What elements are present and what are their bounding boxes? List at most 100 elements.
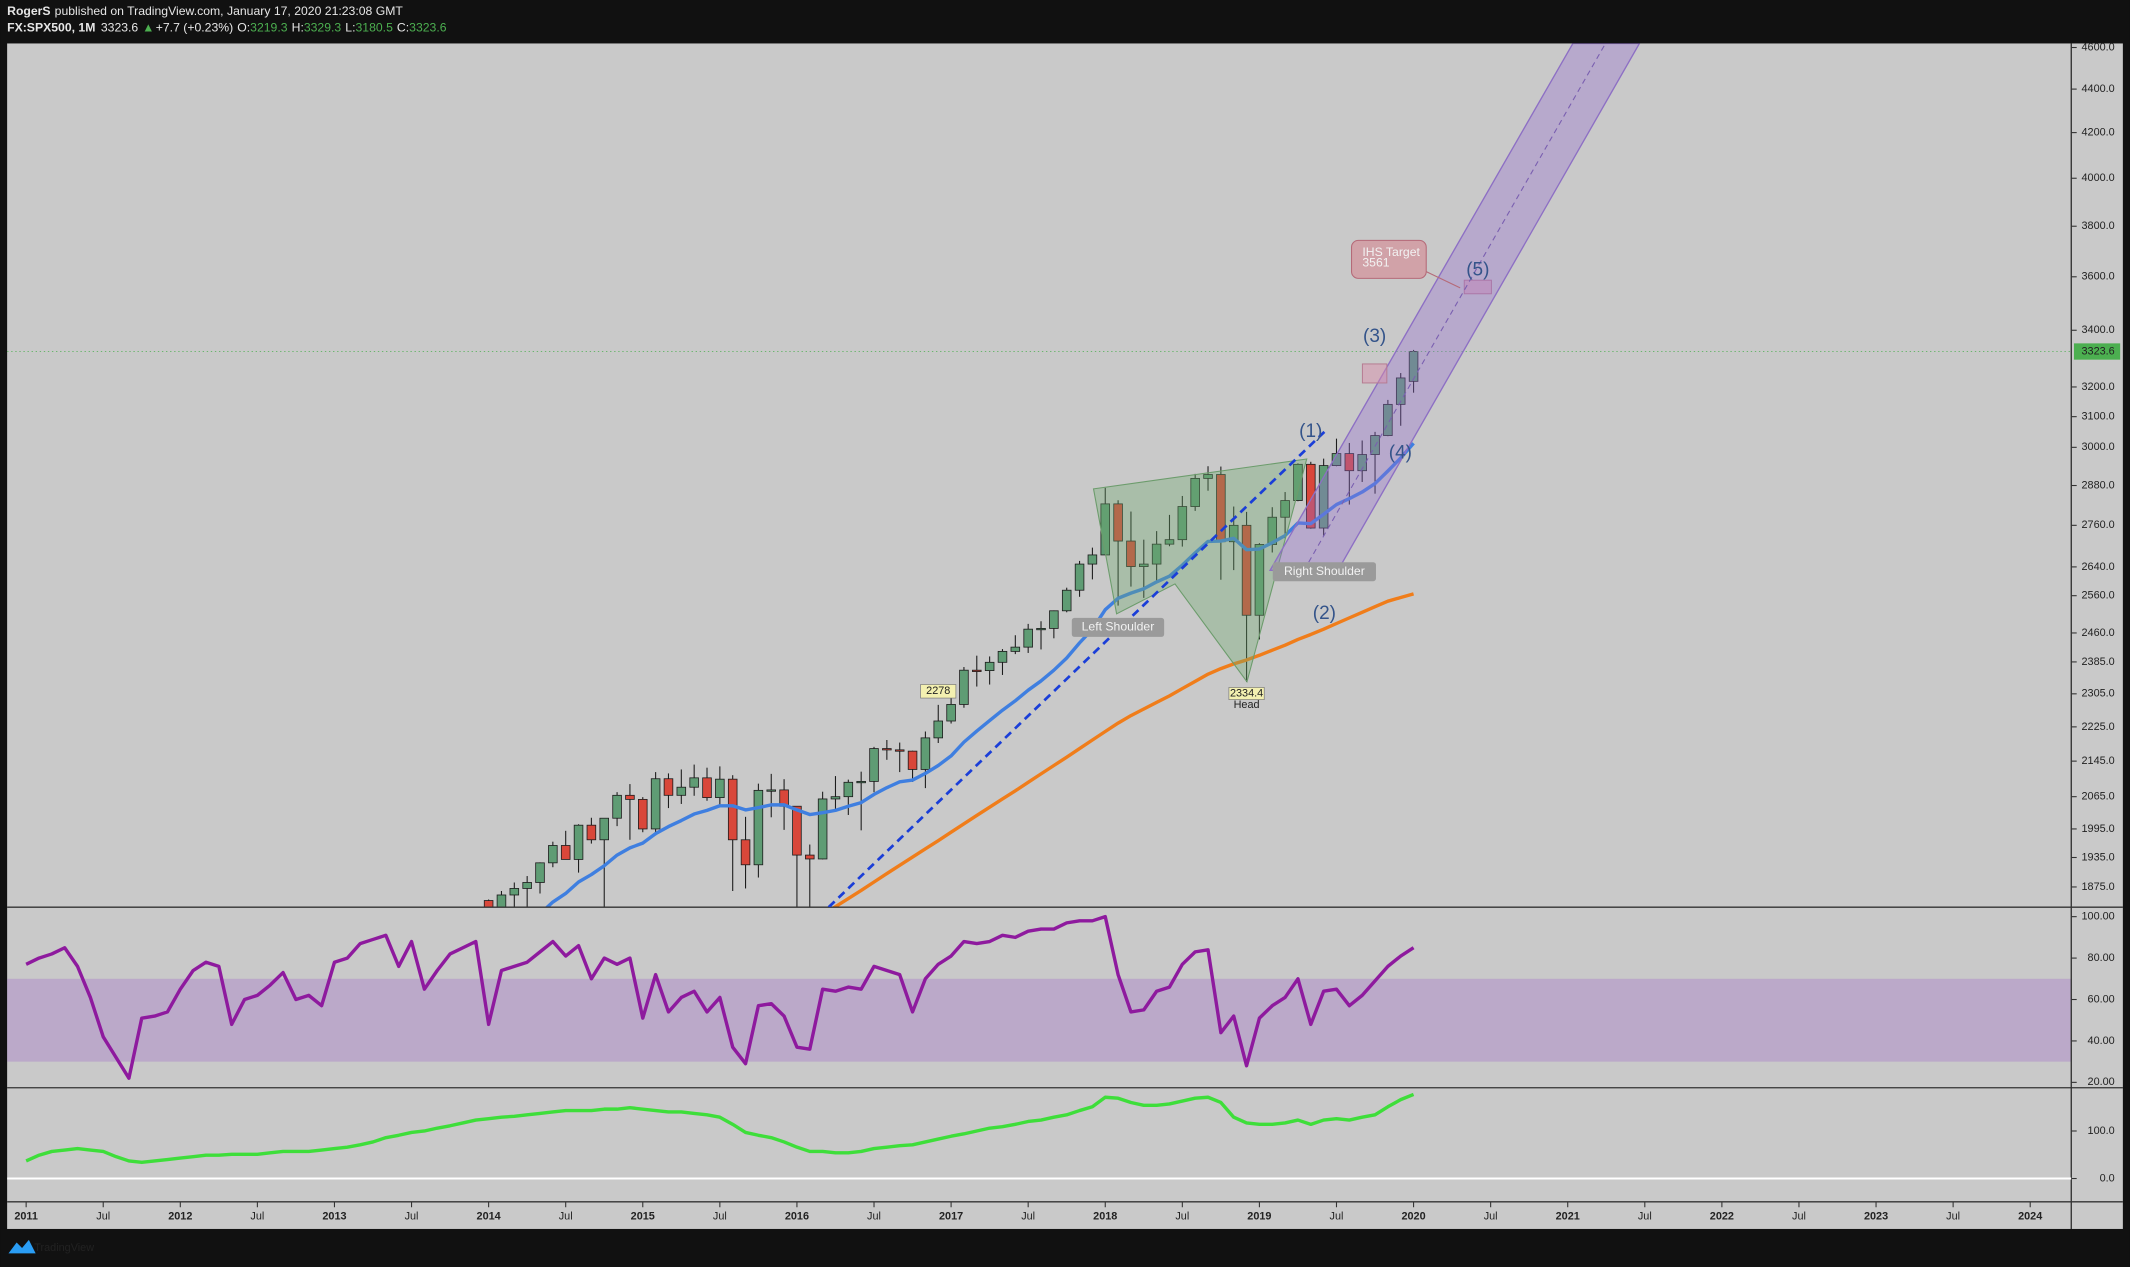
symbol: FX:SPX500, 1M	[7, 21, 95, 35]
candle-body	[1370, 435, 1380, 455]
candle-body	[702, 777, 712, 798]
y-tick-label: 2145.0	[2082, 755, 2115, 767]
candle-body	[483, 900, 494, 908]
l-label: L:	[345, 21, 355, 35]
moving-average	[544, 442, 1415, 908]
rsi-line	[25, 914, 1415, 1080]
candle-body	[650, 778, 661, 830]
x-tick-label: 2023	[1864, 1211, 1888, 1223]
candle-body	[1318, 465, 1329, 529]
drawings	[827, 43, 1641, 908]
candle-body	[1151, 543, 1162, 565]
y-tick-label: 2760.0	[2082, 519, 2115, 531]
footer	[0, 1228, 2130, 1267]
x-tick-label: 2015	[631, 1211, 655, 1223]
y-tick-label: 1935.0	[2082, 851, 2115, 863]
candle-body	[560, 845, 571, 860]
candle-body	[894, 749, 905, 752]
open: 3219.3	[250, 21, 288, 35]
candle-body	[1010, 646, 1021, 652]
target-box	[1350, 239, 1427, 279]
candle-body	[907, 750, 918, 770]
candle-body	[625, 794, 635, 800]
y-tick-label: 100.00	[2082, 911, 2115, 923]
candle-body	[997, 650, 1008, 663]
target-marker	[1463, 279, 1492, 295]
candle-body	[817, 798, 828, 860]
candle-body	[509, 888, 520, 896]
x-tick-label: Jul	[96, 1211, 110, 1223]
candle-body	[792, 805, 802, 856]
rsi-pane	[25, 914, 1415, 1080]
price-label-box	[920, 684, 957, 699]
candle-body	[612, 794, 622, 819]
wave-label: (3)	[1363, 326, 1386, 347]
candle-body	[1190, 477, 1200, 507]
x-tick-label: Jul	[1638, 1211, 1652, 1223]
y-tick-label: 60.00	[2088, 993, 2115, 1005]
candle-body	[1228, 524, 1239, 543]
y-tick-label: 2560.0	[2082, 590, 2115, 602]
header-line-2: FX:SPX500, 1M 3323.6 ▲+7.7 (+0.23%) O:3219.…	[7, 21, 447, 35]
candle-body	[689, 777, 699, 788]
h-label: H:	[292, 21, 304, 35]
x-tick-label: 2016	[785, 1211, 809, 1223]
candle-body	[1061, 589, 1072, 612]
candle-body	[586, 824, 597, 841]
x-tick-label: Jul	[1330, 1211, 1344, 1223]
logo	[8, 1239, 36, 1254]
y-tick-label: 1995.0	[2082, 823, 2115, 835]
x-tick-label: 2011	[14, 1211, 38, 1223]
ihs-triangle	[1092, 458, 1308, 683]
x-tick-label: 2013	[322, 1211, 346, 1223]
trend-line	[827, 430, 1326, 908]
x-tick-label: Jul	[1484, 1211, 1498, 1223]
x-tick-label: 2019	[1247, 1211, 1271, 1223]
channel-mid	[1303, 43, 1606, 571]
y-tick-label: 4000.0	[2082, 172, 2115, 184]
right-shoulder: Right Shoulder	[1284, 564, 1365, 578]
y-tick-label: 100.0	[2088, 1125, 2115, 1137]
macd-line	[25, 1092, 1415, 1165]
label-box	[1071, 617, 1165, 637]
x-tick-label: 2017	[939, 1211, 963, 1223]
candle-body	[869, 748, 879, 782]
candle-body	[1383, 403, 1393, 436]
y-tick-label: 4400.0	[2082, 83, 2115, 95]
candle-body	[1344, 453, 1355, 472]
header-line-1: RogerS published on TradingView.com, Janu…	[7, 4, 403, 18]
candle-body	[1074, 563, 1085, 591]
candle-body	[573, 824, 584, 860]
macd-pane	[7, 1092, 2072, 1180]
moving-average	[831, 592, 1415, 908]
o-label: O:	[237, 21, 250, 35]
last-price: 3323.6	[101, 21, 139, 35]
x-tick-label: Jul	[1946, 1211, 1960, 1223]
c-label: C:	[397, 21, 409, 35]
y-tick-label: 3600.0	[2082, 271, 2115, 283]
candle-body	[676, 786, 687, 796]
chart-area	[7, 43, 2123, 1229]
left-shoulder: Left Shoulder	[1082, 620, 1155, 634]
y-tick-label: 2225.0	[2082, 721, 2115, 733]
candle-body	[1036, 628, 1046, 631]
y-tick-label: 1875.0	[2082, 881, 2115, 893]
x-tick-label: Jul	[713, 1211, 727, 1223]
x-tick-label: Jul	[1175, 1211, 1189, 1223]
candle-body	[1087, 554, 1098, 565]
wave-label: (1)	[1299, 421, 1322, 442]
wave-label: (5)	[1466, 259, 1489, 280]
candle-body	[1357, 454, 1367, 472]
candle-body	[522, 882, 532, 889]
candle-body	[496, 894, 507, 908]
candle-body	[1126, 540, 1136, 567]
candle-body	[959, 669, 969, 705]
price-marks	[483, 349, 1419, 908]
head-label: Head	[1234, 699, 1260, 711]
price-label-box	[1228, 687, 1265, 700]
ihs-target-value: 3561	[1362, 256, 1389, 270]
x-tick-label: Jul	[250, 1211, 264, 1223]
x-tick-label: 2022	[1710, 1211, 1734, 1223]
y-tick-label: 3000.0	[2082, 441, 2115, 453]
